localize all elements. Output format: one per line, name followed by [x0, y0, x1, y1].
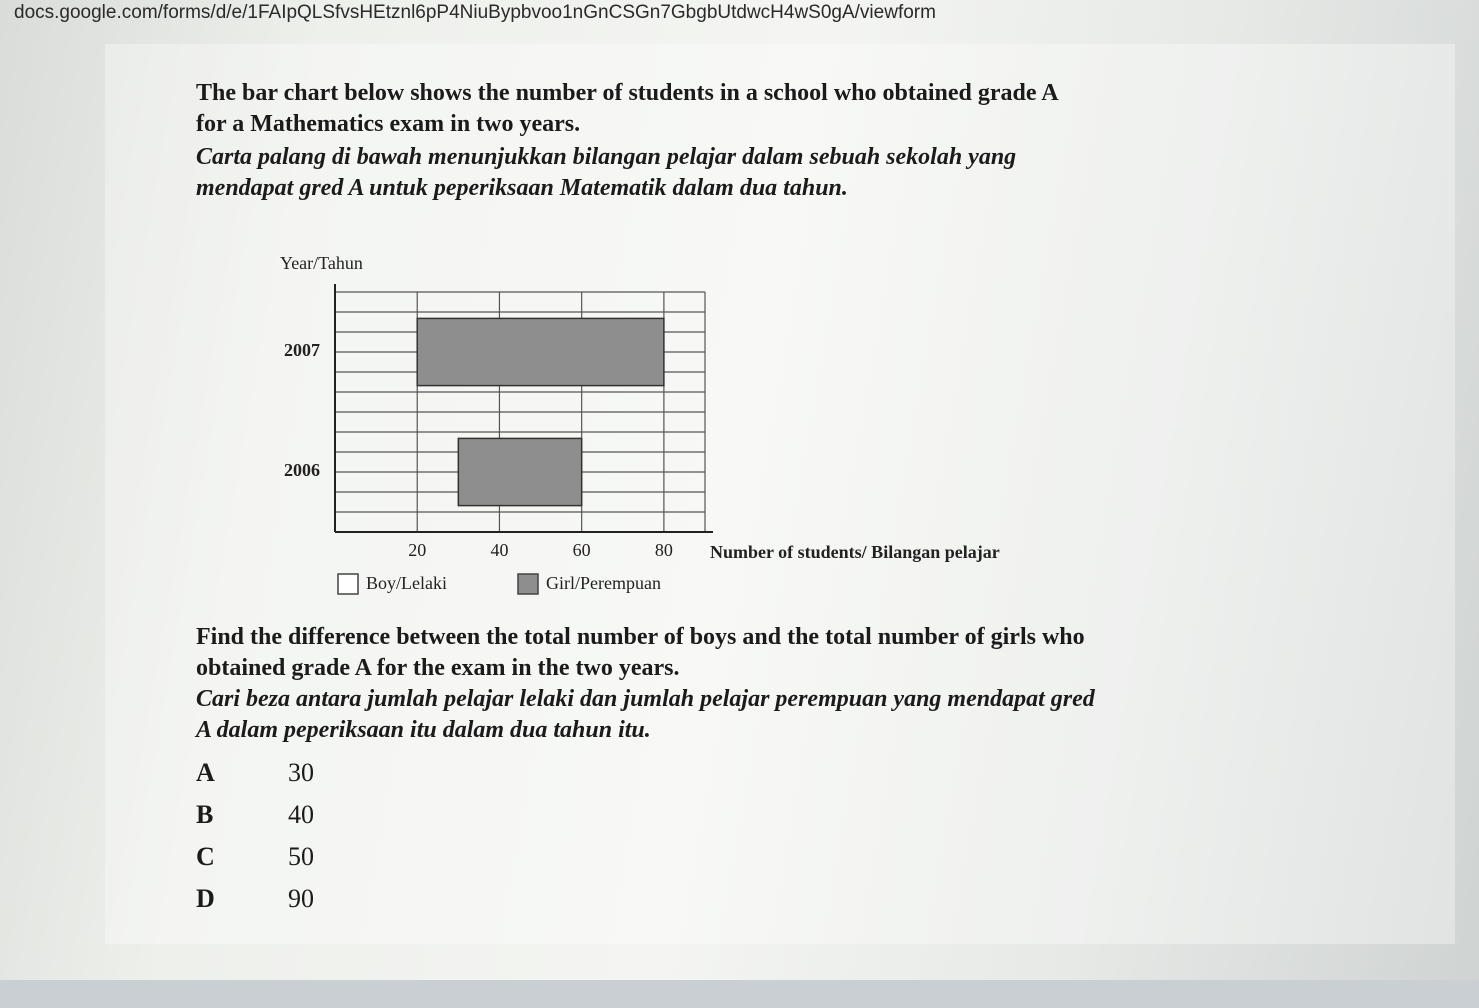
x-tick-label: 80 — [655, 540, 673, 560]
question-malay: Cari beza antara jumlah pelajar lelaki d… — [196, 686, 1095, 743]
y-axis-title: Year/Tahun — [280, 253, 363, 273]
option-value: 50 — [288, 842, 314, 871]
x-tick-label: 20 — [408, 540, 426, 560]
bar-segment — [457, 437, 583, 507]
intro-malay: Carta palang di bawah menunjukkan bilang… — [196, 144, 1017, 201]
bar-segment — [335, 438, 458, 505]
option[interactable]: B 40 — [196, 800, 314, 840]
option-value: 90 — [288, 884, 314, 913]
address-bar[interactable]: docs.google.com/forms/d/e/1FAIpQLSfvsHEt… — [14, 2, 936, 23]
option[interactable]: A 30 — [196, 758, 314, 798]
option-letter: D — [196, 884, 215, 913]
option-letter: B — [196, 800, 214, 829]
x-axis-title: Number of students/ Bilangan pelajar — [710, 542, 1000, 562]
taskbar — [0, 980, 1479, 1008]
legend-label: Boy/Lelaki — [366, 573, 447, 593]
option-letter: A — [196, 758, 215, 787]
intro-english: The bar chart below shows the number of … — [196, 80, 1058, 137]
x-tick-label: 60 — [573, 540, 591, 560]
option[interactable]: C 50 — [196, 842, 314, 882]
bar-segment — [335, 318, 417, 385]
legend-swatch — [517, 573, 539, 595]
y-tick-label: 2007 — [284, 340, 320, 360]
bar-segment — [416, 317, 665, 387]
chart: 20 40 60 80 Year/Tahun Number of students/ Bi… — [280, 253, 1000, 595]
option-letter: C — [196, 842, 215, 871]
option-value: 30 — [288, 758, 314, 787]
x-tick-label: 40 — [490, 540, 508, 560]
legend-label: Girl/Perempuan — [546, 573, 661, 593]
form-sheet — [105, 44, 1455, 944]
y-tick-label: 2006 — [284, 460, 320, 480]
option[interactable]: D 90 — [196, 884, 314, 924]
question-english: Find the difference between the total nu… — [196, 624, 1085, 681]
legend-swatch — [337, 573, 359, 595]
option-value: 40 — [288, 800, 314, 829]
